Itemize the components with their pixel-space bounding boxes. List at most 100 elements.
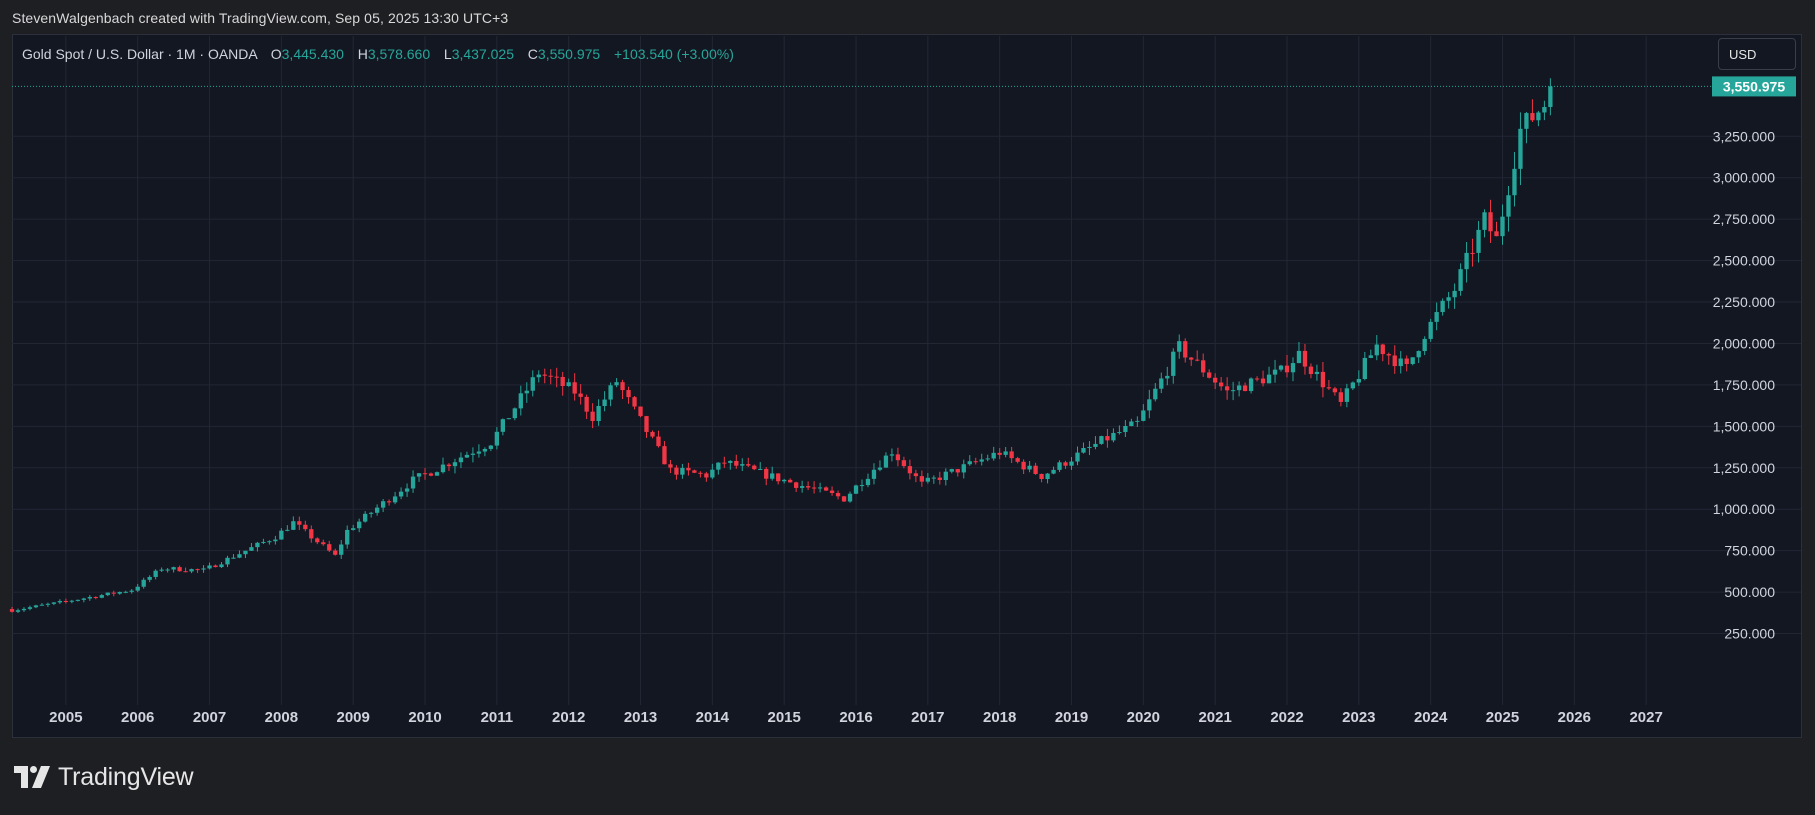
x-tick-label: 2011 [481, 709, 514, 726]
x-tick-label: 2010 [408, 709, 441, 726]
candle-body [734, 460, 739, 466]
candle-body [997, 452, 1002, 455]
candle-body [1260, 378, 1266, 384]
candle-body [63, 601, 69, 603]
candle-body [1548, 86, 1553, 108]
x-tick-label: 2016 [839, 709, 872, 726]
candle-body [1278, 365, 1284, 370]
x-tick-label: 2006 [121, 709, 154, 726]
candle-body [590, 411, 595, 422]
x-tick-label: 2017 [911, 709, 944, 726]
candle-body [369, 512, 374, 514]
candle-body [1081, 447, 1086, 453]
candle-body [554, 376, 559, 378]
candle-body [297, 521, 302, 525]
legend-high-label: H [357, 46, 368, 62]
candle-body [147, 576, 152, 580]
candle-body [716, 462, 721, 470]
candle-body [626, 390, 631, 398]
candle-body [1320, 371, 1326, 388]
candle-body [536, 374, 541, 378]
candle-body [464, 454, 470, 458]
candle-body [698, 472, 703, 474]
candle-body [1398, 358, 1403, 367]
candle-body [1219, 382, 1224, 387]
candle-body [602, 399, 607, 407]
candle-body [57, 601, 63, 603]
candle-body [542, 374, 547, 376]
candle-body [1027, 465, 1032, 470]
candle-body [674, 467, 679, 475]
candle-body [1242, 385, 1248, 392]
candle-body [1530, 113, 1535, 121]
candle-body [973, 461, 978, 463]
candle-body [45, 603, 51, 605]
candle-body [1326, 387, 1332, 389]
candle-body [680, 467, 685, 475]
candle-body [135, 586, 140, 591]
candle-body [865, 478, 871, 486]
x-tick-label: 2012 [552, 709, 585, 726]
candle-body [841, 496, 847, 502]
candle-body [1045, 473, 1050, 480]
x-tick-label: 2025 [1486, 709, 1519, 726]
x-tick-label: 2015 [767, 709, 800, 726]
candle-body [1075, 452, 1080, 462]
candle-body [99, 595, 104, 598]
candle-body [201, 568, 206, 570]
chart-grid [12, 36, 1801, 705]
candle-body [1542, 107, 1547, 113]
candle-body [560, 376, 565, 387]
currency-button[interactable]: USD [1718, 38, 1796, 70]
candle-body [500, 419, 505, 432]
symbol-legend[interactable]: Gold Spot / U.S. Dollar · 1M · OANDA O3,… [22, 46, 734, 62]
candle-body [392, 496, 398, 503]
candle-body [458, 457, 464, 463]
candle-body [877, 467, 883, 470]
candle-body [1123, 426, 1128, 433]
candle-body [1482, 212, 1487, 230]
chart-panel[interactable] [12, 34, 1802, 738]
last-price-badge [1712, 76, 1796, 97]
tradingview-logo[interactable]: TradingView [14, 762, 194, 792]
candle-body [967, 461, 972, 465]
candle-body [823, 487, 829, 491]
candle-body [213, 565, 218, 568]
candle-body [686, 467, 691, 471]
x-tick-label: 2018 [983, 709, 1016, 726]
candle-body [1272, 369, 1278, 375]
candle-body [596, 406, 601, 422]
candle-body [339, 544, 344, 555]
y-tick-label: 500.000 [1724, 584, 1775, 600]
candle-body [817, 487, 823, 489]
candle-body [1177, 341, 1182, 352]
candle-body [1236, 385, 1242, 391]
candle-body [1147, 399, 1152, 411]
candle-body [273, 539, 278, 542]
candle-body [15, 610, 21, 612]
candle-body [584, 396, 589, 412]
candle-body [1153, 388, 1158, 400]
candle-body [752, 465, 757, 470]
candle-body [859, 485, 865, 487]
candle-body [171, 567, 176, 570]
candle-body [321, 542, 326, 545]
candle-body [895, 454, 901, 461]
candle-body [1165, 375, 1170, 379]
candle-body [380, 501, 386, 508]
legend-close-label: C [527, 46, 538, 62]
candle-body [123, 591, 128, 593]
candle-body [279, 530, 284, 540]
candle-body [805, 486, 811, 488]
candle-body [1129, 421, 1134, 427]
candle-body [1117, 432, 1122, 434]
candle-body [1093, 443, 1098, 447]
candle-body [1195, 359, 1200, 361]
candles [9, 78, 1553, 613]
candle-body [1524, 113, 1529, 129]
candle-body [303, 524, 308, 530]
candle-body [883, 455, 889, 468]
candle-body [1057, 462, 1062, 470]
candle-body [1290, 363, 1296, 373]
